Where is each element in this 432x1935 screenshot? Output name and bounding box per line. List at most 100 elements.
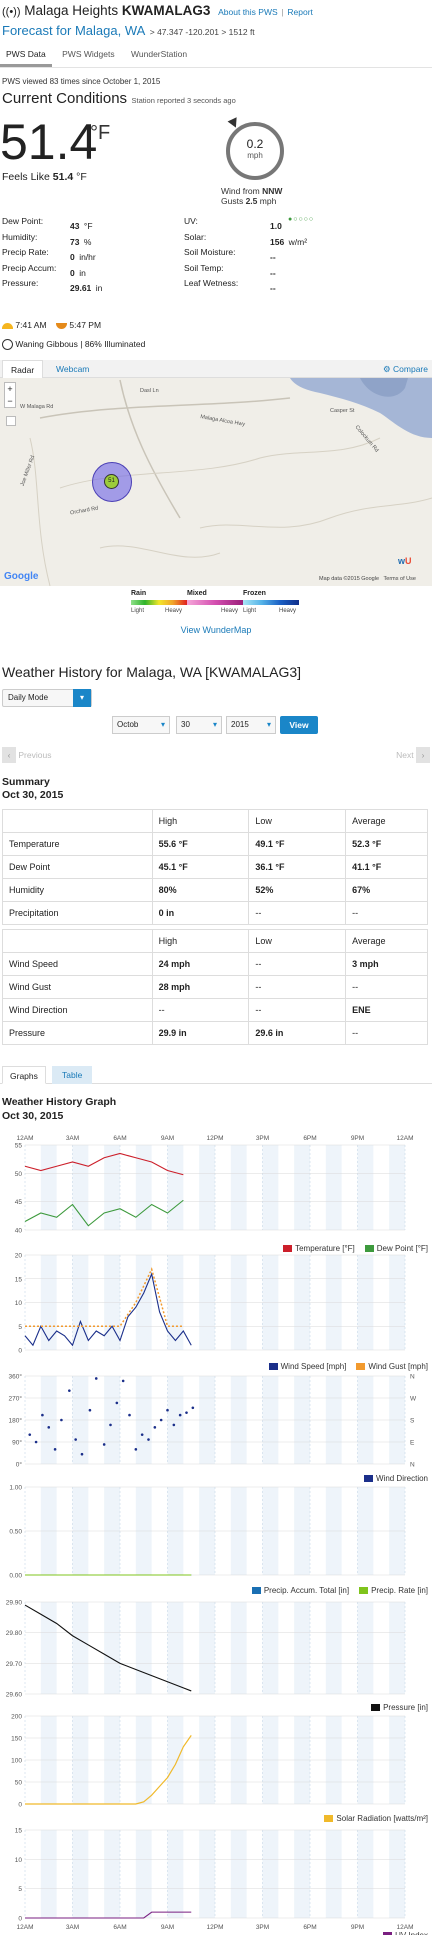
y2-tick-label: N bbox=[410, 1374, 415, 1381]
chart-legend-0: Temperature [°F] Dew Point [°F] bbox=[273, 1238, 428, 1256]
legend-item[interactable]: Pressure [in] bbox=[371, 1703, 428, 1712]
legend-item[interactable]: Precip. Rate [in] bbox=[359, 1586, 428, 1595]
stat-value-wrap: 73 % bbox=[70, 232, 91, 250]
time-tick-label: 9AM bbox=[161, 1135, 174, 1142]
grid-band bbox=[389, 1830, 405, 1918]
table-cell: -- bbox=[151, 998, 250, 1022]
previous-button[interactable]: ‹ Previous bbox=[2, 747, 72, 763]
tab-pws-data[interactable]: PWS Data bbox=[0, 46, 52, 67]
table-cell: 41.1 °F bbox=[345, 855, 428, 879]
view-button[interactable]: View bbox=[280, 716, 318, 734]
month-select[interactable]: Octob ▾ bbox=[112, 716, 170, 734]
grid-band bbox=[72, 1830, 89, 1918]
legend-item[interactable]: Precip. Accum. Total [in] bbox=[251, 1586, 349, 1595]
legend-item[interactable]: Solar Radiation [watts/m²] bbox=[324, 1814, 428, 1823]
terms-link[interactable]: Terms of Use bbox=[383, 576, 416, 582]
pegman-icon[interactable] bbox=[6, 416, 16, 426]
tab-pws-widgets[interactable]: PWS Widgets bbox=[62, 49, 115, 59]
report-link[interactable]: Report bbox=[287, 7, 313, 17]
y-tick-label: 29.60 bbox=[6, 1692, 23, 1699]
rain-light: Light bbox=[131, 608, 145, 614]
grid-band bbox=[294, 1716, 310, 1804]
data-point bbox=[191, 1406, 195, 1410]
tab-graphs[interactable]: Graphs bbox=[2, 1066, 46, 1084]
grid-band bbox=[294, 1145, 310, 1230]
zoom-in-button[interactable]: + bbox=[7, 384, 13, 394]
time-tick-label: 3AM bbox=[66, 1924, 79, 1931]
station-header: ((•)) Malaga Heights KWAMALAG3 About thi… bbox=[2, 3, 313, 18]
grid-band bbox=[357, 1487, 374, 1575]
stat-label: Leaf Wetness: bbox=[184, 278, 239, 288]
y-tick-label: 0 bbox=[18, 1916, 22, 1923]
stat-label: UV: bbox=[184, 216, 198, 226]
legend-item[interactable]: UV Index bbox=[383, 1931, 428, 1935]
table-cell: Temperature bbox=[2, 832, 153, 856]
time-tick-label: 12AM bbox=[17, 1135, 34, 1142]
grid-band bbox=[357, 1830, 374, 1918]
series-line bbox=[25, 1735, 192, 1805]
y-tick-label: 5 bbox=[18, 1324, 22, 1331]
grid-band bbox=[262, 1830, 279, 1918]
grid-band bbox=[167, 1255, 184, 1350]
y-tick-label: 0 bbox=[18, 1802, 22, 1809]
stat-row: Solar: 156 w/m² bbox=[184, 232, 394, 247]
grid-band bbox=[72, 1602, 89, 1694]
road-6 bbox=[99, 545, 221, 558]
sunrise-icon bbox=[2, 322, 13, 329]
legend-item[interactable]: Wind Direction bbox=[363, 1474, 428, 1483]
current-title: Current Conditions bbox=[2, 90, 128, 107]
tab-wunderstation[interactable]: WunderStation bbox=[131, 49, 188, 59]
wind-from: Wind from NNW bbox=[221, 186, 282, 196]
day-select[interactable]: 30 ▾ bbox=[176, 716, 222, 734]
about-link[interactable]: About this PWS bbox=[218, 7, 278, 17]
table-cell: -- bbox=[248, 998, 347, 1022]
view-wundermap-link[interactable]: View WunderMap bbox=[180, 625, 252, 635]
table-cell: Wind Gust bbox=[2, 975, 153, 999]
tab-table[interactable]: Table bbox=[52, 1066, 93, 1084]
table-cell: Precipitation bbox=[2, 901, 153, 925]
tab-webcam[interactable]: Webcam bbox=[56, 364, 90, 374]
legend-item[interactable]: Wind Speed [mph] bbox=[268, 1362, 346, 1371]
stat-row: Pressure: 29.61 in bbox=[2, 278, 192, 293]
grid-band bbox=[135, 1602, 152, 1694]
grid-band bbox=[199, 1145, 215, 1230]
legend-item[interactable]: Temperature [°F] bbox=[283, 1244, 355, 1253]
stat-row: Soil Moisture: -- bbox=[184, 247, 394, 262]
mode-select[interactable]: Daily Mode ▾ bbox=[2, 689, 92, 707]
y-tick-label: 50 bbox=[15, 1780, 23, 1787]
table-cell: 29.6 in bbox=[248, 1021, 347, 1045]
time-tick-label: 6PM bbox=[303, 1924, 316, 1931]
legend-item[interactable]: Dew Point [°F] bbox=[364, 1244, 428, 1253]
table-row: Wind Gust 28 mph -- -- bbox=[2, 975, 428, 999]
series-line bbox=[24, 1199, 184, 1227]
table-cell: -- bbox=[345, 901, 428, 925]
grid-band bbox=[230, 1376, 247, 1464]
y-tick-label: 0° bbox=[16, 1461, 23, 1469]
table-cell: 55.6 °F bbox=[151, 832, 250, 856]
grid-band bbox=[40, 1376, 57, 1464]
map-data-text: Map data ©2015 Google bbox=[319, 576, 380, 582]
grid-band bbox=[40, 1602, 57, 1694]
grid-band bbox=[389, 1255, 405, 1350]
grid-band bbox=[230, 1255, 247, 1350]
stat-label: Humidity: bbox=[2, 231, 38, 242]
zoom-out-button[interactable]: − bbox=[7, 396, 13, 406]
data-point bbox=[109, 1423, 112, 1427]
grid-band bbox=[72, 1145, 89, 1230]
year-select[interactable]: 2015 ▾ bbox=[226, 716, 276, 734]
table-cell: 29.9 in bbox=[151, 1021, 250, 1045]
forecast-link[interactable]: Forecast for Malaga, WA bbox=[2, 23, 146, 38]
map-label-casper: Casper St bbox=[330, 408, 355, 414]
tab-radar[interactable]: Radar bbox=[2, 360, 44, 378]
station-marker[interactable]: 51 bbox=[104, 474, 119, 489]
grid-band bbox=[167, 1145, 184, 1230]
radar-map[interactable]: + − W Malaga Rd Malaga Alcoa Hwy Casper … bbox=[0, 378, 432, 586]
chevron-down-icon: ▾ bbox=[212, 720, 217, 729]
next-button[interactable]: Next › bbox=[370, 747, 430, 763]
legend-rain: Rain bbox=[131, 590, 147, 597]
legend-item[interactable]: Wind Gust [mph] bbox=[356, 1362, 428, 1371]
compare-button[interactable]: ⚙ Compare bbox=[383, 360, 428, 378]
grid-band bbox=[167, 1376, 184, 1464]
data-point bbox=[94, 1377, 98, 1380]
legend-swatch bbox=[363, 1475, 373, 1483]
